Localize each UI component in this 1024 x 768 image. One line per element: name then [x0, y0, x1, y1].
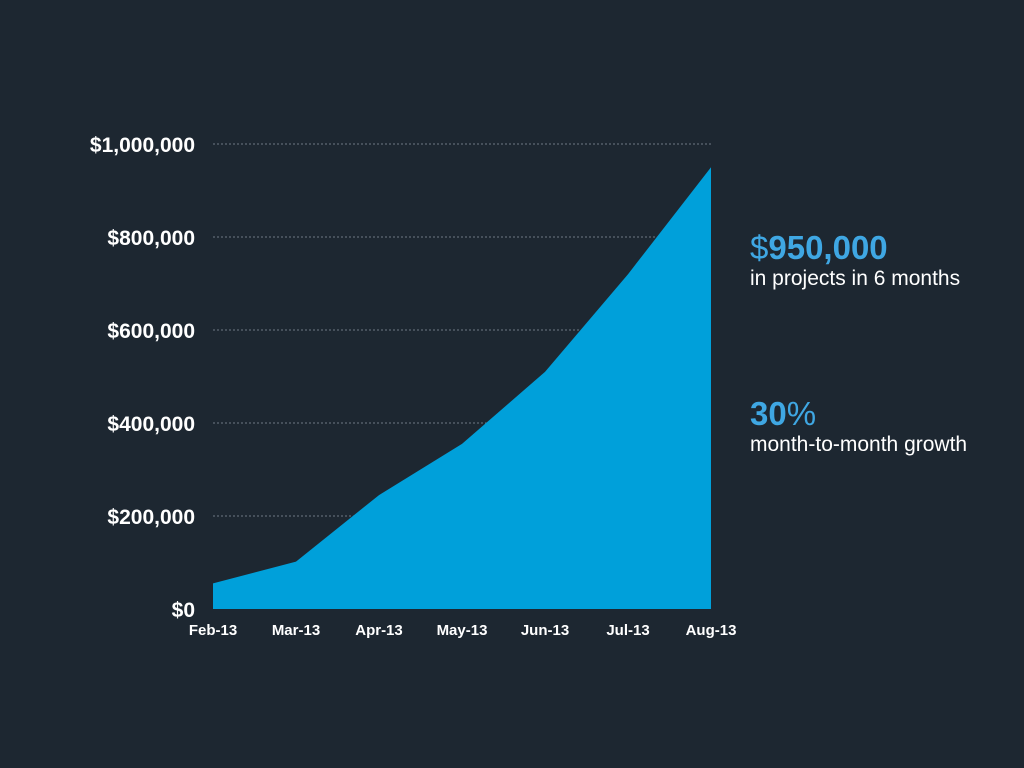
x-tick-label: Jul-13 — [606, 622, 649, 639]
y-tick-label: $200,000 — [107, 506, 195, 529]
y-tick-label: $400,000 — [107, 413, 195, 436]
y-tick-label: $1,000,000 — [90, 134, 195, 157]
growth-stat-caption: month-to-month growth — [750, 433, 968, 456]
x-tick-label: May-13 — [437, 622, 488, 639]
growth-stat-value: 30% — [750, 396, 967, 432]
growth-stat-number: 30 — [750, 395, 787, 432]
x-tick-label: Mar-13 — [272, 622, 320, 639]
x-tick-label: Jun-13 — [521, 622, 569, 639]
x-tick-label: Aug-13 — [686, 622, 737, 639]
y-tick-label: $0 — [172, 599, 195, 622]
growth-stat-percent-symbol: % — [786, 395, 817, 432]
y-tick-label: $800,000 — [107, 227, 195, 250]
projects-stat-currency-symbol: $ — [750, 229, 769, 266]
y-axis-tick-labels: $0 $200,000 $400,000 $600,000 $800,000 $1,000… — [90, 134, 195, 622]
growth-stat: 30% month-to-month growth — [750, 396, 967, 458]
projects-stat-value: $950,000 — [750, 230, 960, 266]
y-tick-label: $600,000 — [107, 320, 195, 343]
projects-stat-caption: in projects in 6 months — [750, 267, 961, 290]
projects-stat: $950,000 in projects in 6 months — [750, 230, 960, 292]
x-tick-label: Feb-13 — [189, 622, 237, 639]
projects-stat-amount: 950,000 — [768, 229, 888, 266]
revenue-area — [213, 167, 711, 609]
x-axis-tick-labels: Feb-13 Mar-13 Apr-13 May-13 Jun-13 Jul-13 Aug-… — [189, 622, 737, 639]
x-tick-label: Apr-13 — [355, 622, 403, 639]
